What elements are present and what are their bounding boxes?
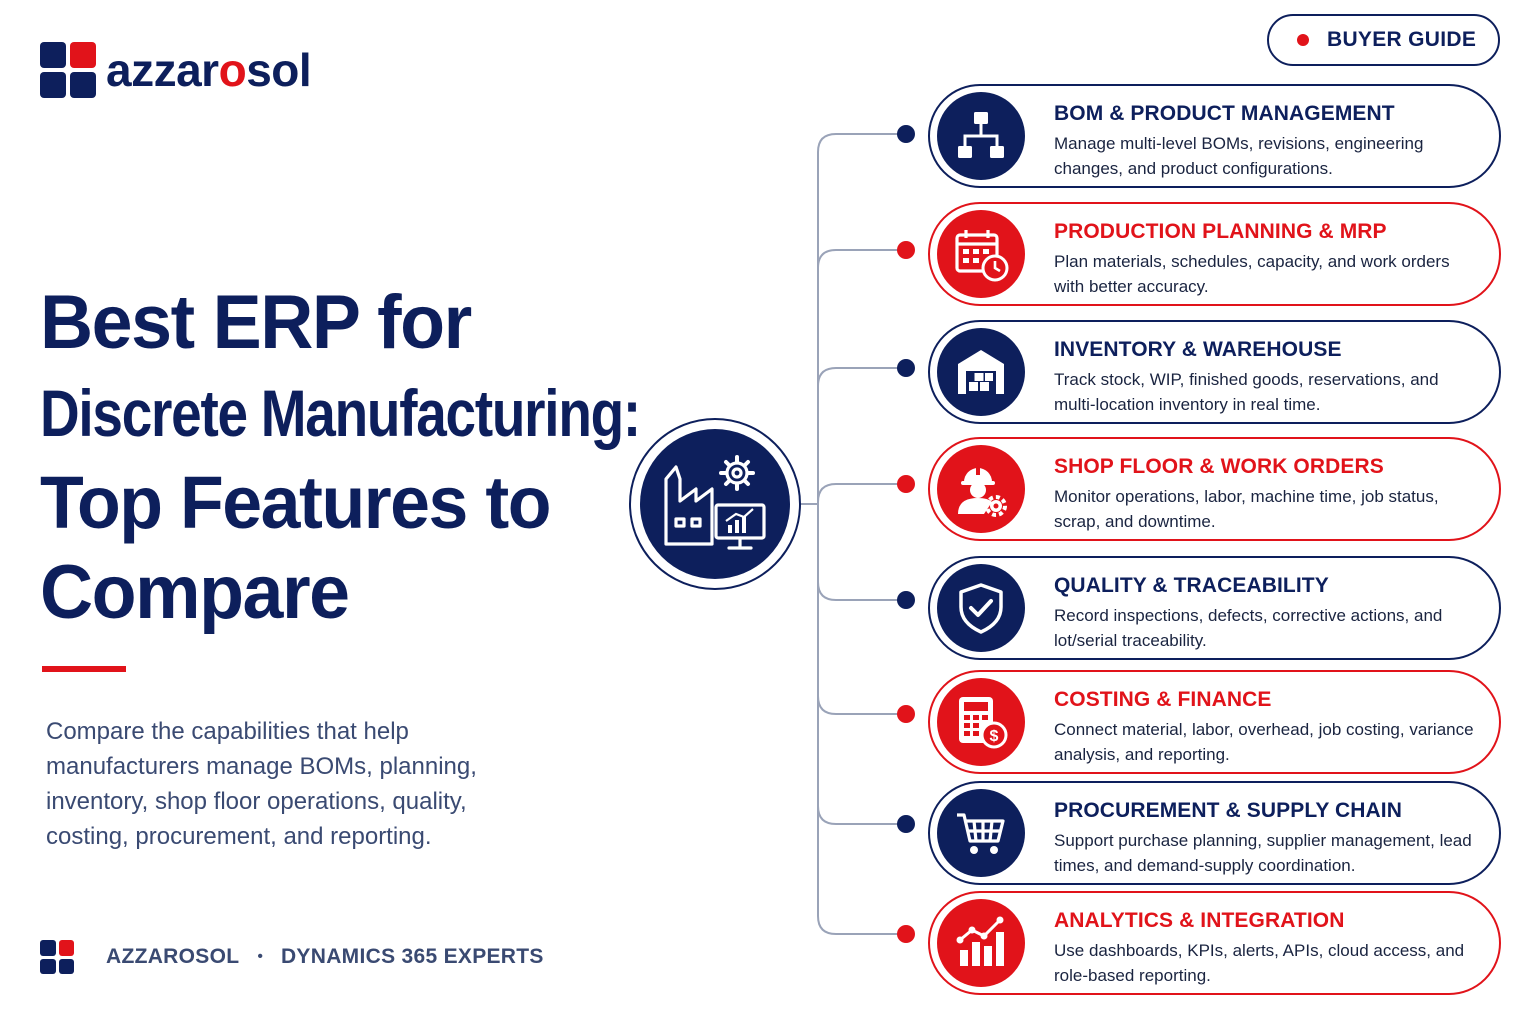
feature-card: $ COSTING & FINANCE Connect material, labo… xyxy=(928,670,1501,774)
feature-card: SHOP FLOOR & WORK ORDERS Monitor operatio… xyxy=(928,437,1501,541)
hierarchy-icon xyxy=(937,92,1025,180)
page-title: Best ERP for Discrete Manufacturing: Top… xyxy=(40,278,660,638)
footer-tagline: DYNAMICS 365 EXPERTS xyxy=(280,945,544,968)
feature-title: QUALITY & TRACEABILITY xyxy=(1054,574,1329,597)
connector-dot xyxy=(897,815,915,833)
calculator-dollar-icon: $ xyxy=(937,678,1025,766)
factory-gear-monitor-icon xyxy=(640,429,790,579)
connector-dot xyxy=(897,475,915,493)
calendar-clock-icon xyxy=(937,210,1025,298)
feature-card: QUALITY & TRACEABILITY Record inspections… xyxy=(928,556,1501,660)
connector-dot xyxy=(897,241,915,259)
title-line-2: Discrete Manufacturing: xyxy=(40,376,641,450)
feature-card: ANALYTICS & INTEGRATION Use dashboards, K… xyxy=(928,891,1501,995)
feature-description: Support purchase planning, supplier mana… xyxy=(1054,831,1472,875)
connector-dot xyxy=(897,925,915,943)
warehouse-icon xyxy=(937,328,1025,416)
logo-mark-icon xyxy=(40,42,96,98)
feature-title: PROCUREMENT & SUPPLY CHAIN xyxy=(1054,799,1402,822)
feature-description: Record inspections, defects, corrective … xyxy=(1054,606,1443,650)
title-line-1: Best ERP for xyxy=(40,280,472,365)
feature-card: PRODUCTION PLANNING & MRP Plan materials,… xyxy=(928,202,1501,306)
footer-separator: • xyxy=(257,948,263,965)
intro-description: Compare the capabilities that help manuf… xyxy=(46,718,477,850)
feature-description: Monitor operations, labor, machine time,… xyxy=(1054,487,1439,531)
worker-gear-icon xyxy=(937,445,1025,533)
feature-description: Plan materials, schedules, capacity, and… xyxy=(1054,252,1450,296)
connector-dot xyxy=(897,359,915,377)
feature-title: PRODUCTION PLANNING & MRP xyxy=(1054,220,1387,243)
connector-dot xyxy=(897,705,915,723)
connector-dot xyxy=(897,591,915,609)
feature-card: PROCUREMENT & SUPPLY CHAIN Support purcha… xyxy=(928,781,1501,885)
feature-title: INVENTORY & WAREHOUSE xyxy=(1054,338,1342,361)
shield-check-icon xyxy=(937,564,1025,652)
feature-description: Track stock, WIP, finished goods, reserv… xyxy=(1054,370,1439,414)
feature-title: COSTING & FINANCE xyxy=(1054,688,1272,711)
footer: AZZAROSOL • DYNAMICS 365 EXPERTS xyxy=(40,940,544,974)
feature-description: Use dashboards, KPIs, alerts, APIs, clou… xyxy=(1054,941,1465,985)
feature-description: Connect material, labor, overhead, job c… xyxy=(1054,720,1474,764)
brand-wordmark: azzarosol xyxy=(106,44,312,96)
badge-label: BUYER GUIDE xyxy=(1327,28,1477,51)
feature-title: ANALYTICS & INTEGRATION xyxy=(1054,909,1345,932)
title-underline xyxy=(42,666,126,672)
brand-logo: azzarosol xyxy=(40,42,312,98)
title-line-3: Top Features to xyxy=(40,461,551,544)
feature-card: INVENTORY & WAREHOUSE Track stock, WIP, f… xyxy=(928,320,1501,424)
footer-logo-icon xyxy=(40,940,74,974)
buyer-guide-badge: BUYER GUIDE xyxy=(1267,14,1500,66)
shopping-cart-icon xyxy=(937,789,1025,877)
feature-card: BOM & PRODUCT MANAGEMENT Manage multi-lev… xyxy=(928,84,1501,188)
feature-title: BOM & PRODUCT MANAGEMENT xyxy=(1054,102,1395,125)
badge-dot-icon xyxy=(1297,34,1309,46)
footer-company: AZZAROSOL xyxy=(106,945,240,968)
connector-dot xyxy=(897,125,915,143)
svg-text:$: $ xyxy=(990,728,999,745)
feature-description: Manage multi-level BOMs, revisions, engi… xyxy=(1054,134,1424,178)
bar-chart-trend-icon xyxy=(937,899,1025,987)
title-line-4: Compare xyxy=(40,550,350,635)
feature-title: SHOP FLOOR & WORK ORDERS xyxy=(1054,455,1384,478)
